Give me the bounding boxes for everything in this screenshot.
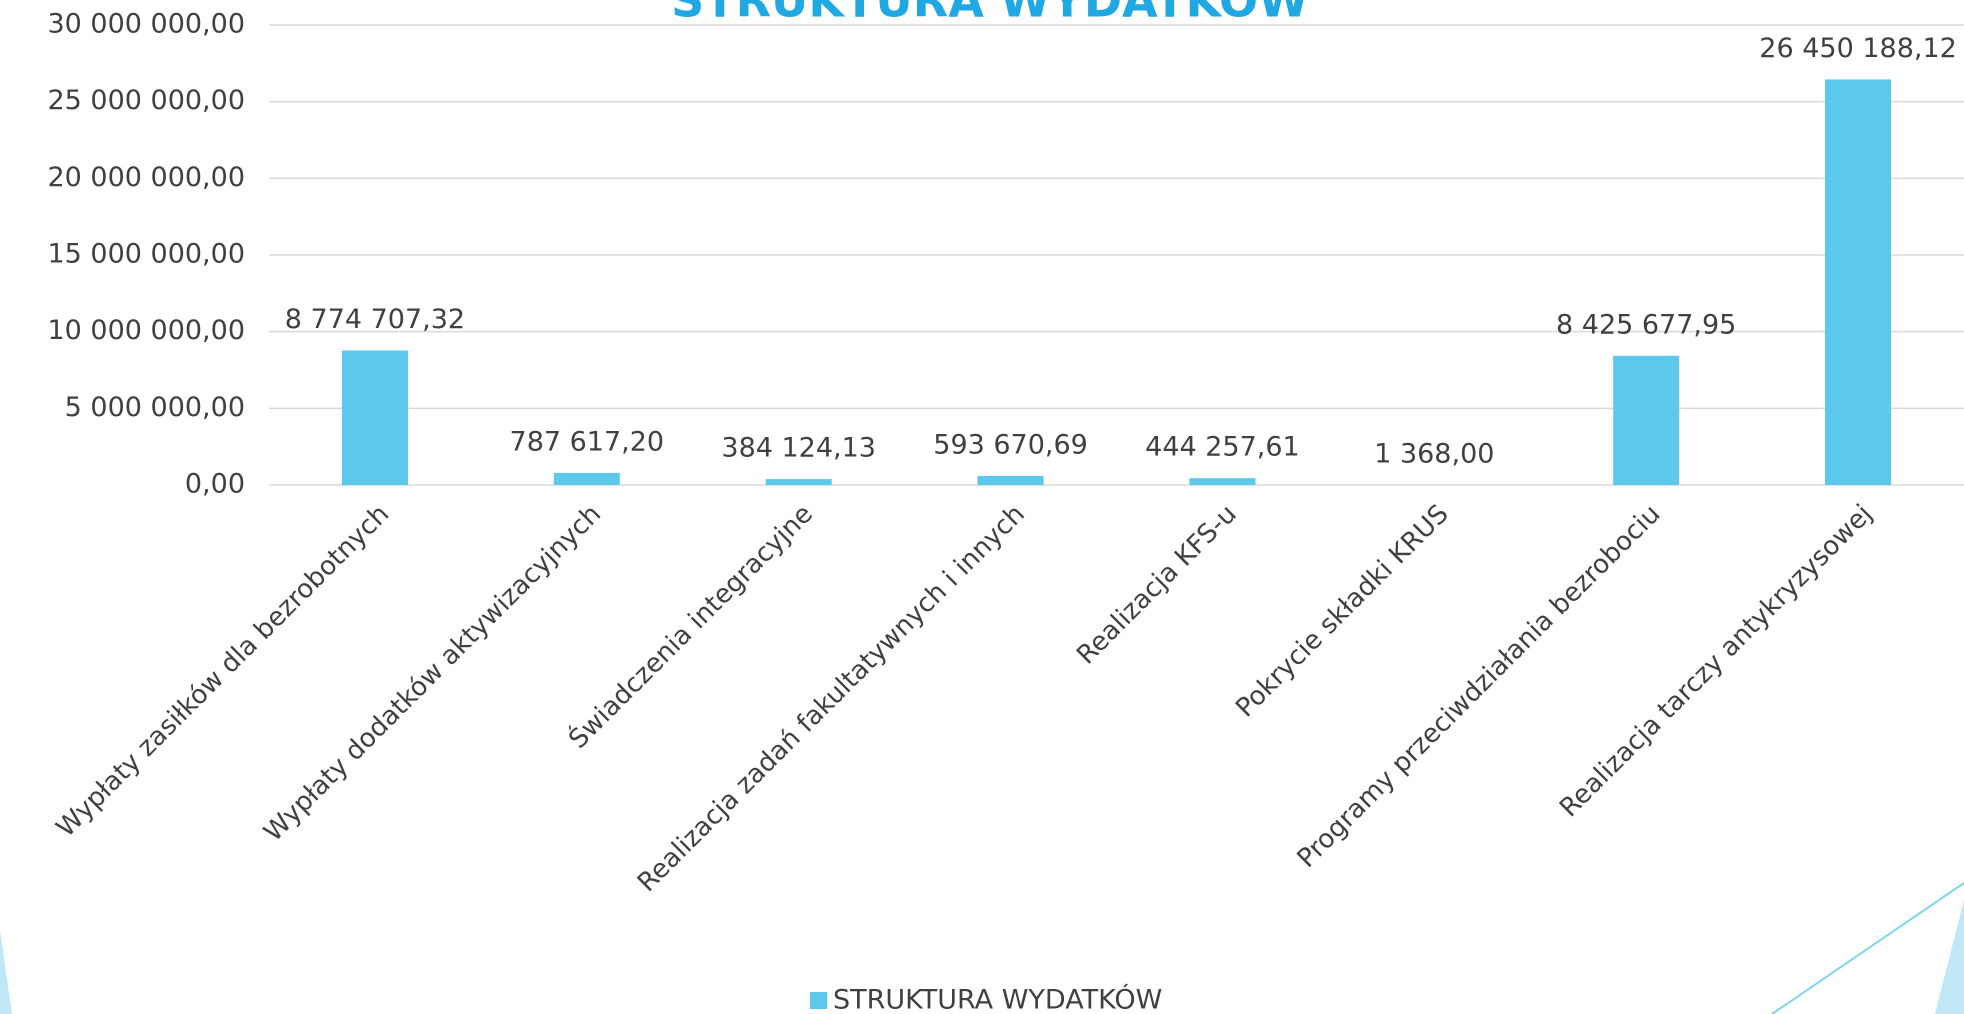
- y-tick-label: 25 000 000,00: [47, 85, 245, 116]
- y-tick-label: 5 000 000,00: [65, 392, 245, 423]
- y-tick-label: 15 000 000,00: [47, 239, 245, 270]
- x-tick-label: Świadczenia integracyjne: [562, 498, 819, 755]
- y-tick-label: 10 000 000,00: [47, 315, 245, 346]
- x-tick-label: Wypłaty dodatków aktywizacyjnych: [258, 499, 607, 848]
- value-label: 593 670,69: [933, 429, 1088, 460]
- value-label: 8 425 677,95: [1556, 309, 1736, 340]
- y-tick-label: 0,00: [185, 469, 245, 500]
- bar: [1189, 478, 1256, 485]
- x-tick-label: Programy przeciwdziałania bezrobociu: [1292, 499, 1667, 874]
- legend-label: STRUKTURA WYDATKÓW: [833, 984, 1162, 1014]
- value-label: 8 774 707,32: [285, 304, 465, 335]
- x-tick-label: Realizacja KFS-u: [1071, 499, 1242, 670]
- value-label: 1 368,00: [1374, 438, 1494, 469]
- bar: [553, 472, 620, 485]
- bar: [1825, 79, 1892, 485]
- y-tick-label: 20 000 000,00: [47, 162, 245, 193]
- decoration: [1935, 900, 1964, 1014]
- chart-title: STRUKTURA WYDATKÓW: [671, 0, 1309, 28]
- value-label: 444 257,61: [1145, 432, 1300, 463]
- x-tick-label: Wypłaty zasiłków dla bezrobotnych: [51, 499, 395, 843]
- bar: [765, 479, 832, 485]
- value-label: 26 450 188,12: [1759, 33, 1957, 64]
- x-tick-label: Realizacja zadań fakultatywnych i innych: [632, 499, 1031, 898]
- decoration: [0, 930, 12, 1014]
- decoration: [1771, 882, 1964, 1014]
- bar: [341, 350, 408, 485]
- legend-swatch: [810, 992, 827, 1009]
- bar: [1613, 355, 1680, 485]
- bar: [977, 475, 1044, 485]
- x-tick-label: Pokrycie składki KRUS: [1230, 499, 1454, 723]
- value-label: 384 124,13: [721, 433, 876, 464]
- y-tick-label: 30 000 000,00: [47, 9, 245, 40]
- value-label: 787 617,20: [510, 426, 665, 457]
